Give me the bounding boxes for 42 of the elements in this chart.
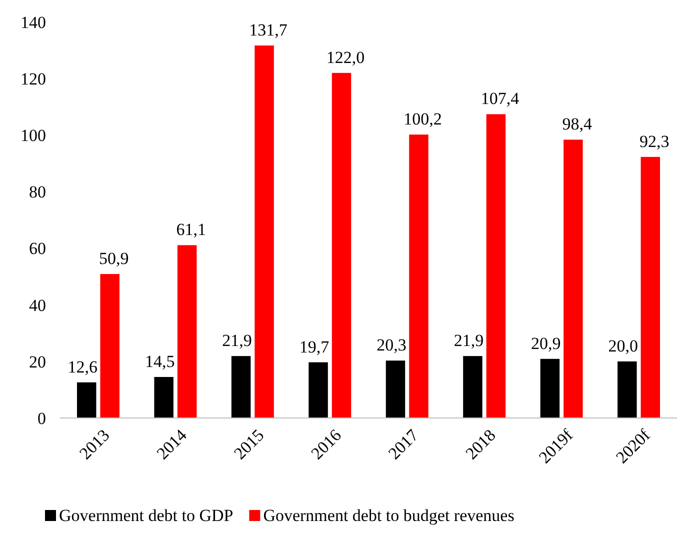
bar (486, 114, 506, 418)
data-label: 61,1 (176, 220, 206, 240)
data-label: 21,9 (222, 331, 252, 350)
bar (76, 382, 96, 418)
y-tick-label: 60 (29, 239, 46, 258)
data-label: 21,9 (454, 331, 484, 350)
bar (386, 360, 406, 418)
data-label: 98,4 (562, 114, 593, 134)
data-label: 14,5 (144, 352, 175, 371)
y-tick-label: 140 (20, 12, 46, 32)
data-label: 12,6 (68, 357, 98, 376)
legend-label: Government debt to budget revenues (263, 506, 514, 525)
bar (618, 361, 637, 418)
bar (564, 140, 583, 418)
bar (640, 156, 660, 418)
data-label: 92,3 (640, 132, 670, 151)
data-label: 50,9 (98, 249, 129, 268)
data-label: 19,7 (299, 337, 330, 356)
bar (254, 45, 274, 418)
y-tick-label: 20 (29, 352, 46, 372)
data-label: 100,2 (404, 110, 442, 129)
bar (231, 356, 251, 418)
legend-label: Government debt to GDP (59, 506, 234, 525)
data-label: 20,0 (608, 336, 638, 356)
data-label: 20,3 (376, 336, 406, 355)
data-label: 20,9 (531, 334, 561, 353)
bar (463, 356, 482, 418)
bar (332, 72, 352, 418)
y-tick-label: 80 (29, 182, 46, 202)
y-tick-label: 120 (20, 70, 46, 89)
bar (177, 245, 197, 418)
y-tick-label: 0 (38, 408, 46, 428)
bar (154, 376, 174, 418)
data-label: 107,4 (480, 89, 520, 108)
bar (540, 358, 560, 418)
bar (100, 274, 120, 418)
y-tick-label: 100 (20, 126, 46, 146)
y-tick-label: 40 (29, 296, 46, 315)
bar (308, 362, 328, 418)
data-label: 131,7 (249, 20, 288, 40)
data-label: 122,0 (326, 48, 365, 67)
bar (409, 134, 428, 418)
